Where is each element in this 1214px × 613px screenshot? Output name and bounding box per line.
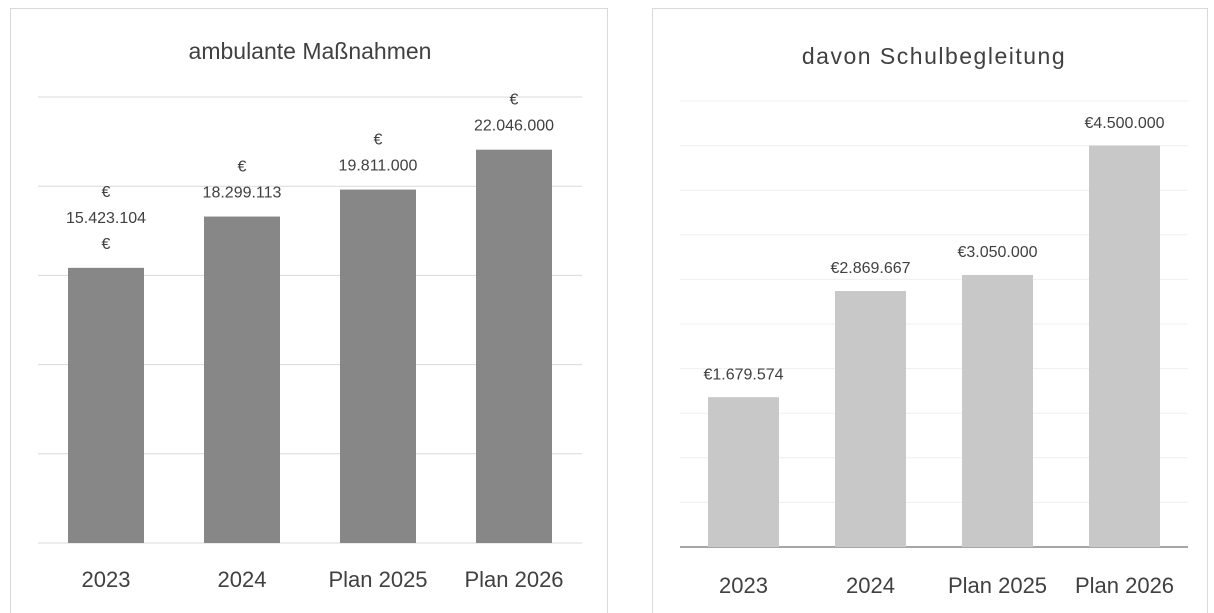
data-label: €19.811.000 [339, 132, 418, 175]
x-tick-label: 2024 [846, 573, 895, 598]
x-tick-label: Plan 2026 [464, 567, 563, 592]
x-tick-label: Plan 2025 [328, 567, 427, 592]
bar [835, 291, 906, 547]
data-label: €2.869.667 [830, 260, 910, 277]
data-label: €1.679.574 [703, 366, 783, 383]
bar [204, 216, 280, 543]
x-tick-label: 2024 [218, 567, 267, 592]
data-label: €18.299.113 [203, 159, 282, 202]
data-label: €4.500.000 [1084, 115, 1164, 132]
data-label: €3.050.000 [957, 244, 1037, 261]
chart-title: ambulante Maßnahmen [189, 38, 432, 64]
x-tick-label: 2023 [82, 567, 131, 592]
data-label: €15.423.104 € [66, 184, 146, 253]
bar [962, 274, 1033, 547]
x-tick-label: 2023 [719, 573, 768, 598]
chart-title: davon Schulbegleitung [802, 43, 1066, 69]
data-label: €22.046.000 [474, 92, 554, 135]
x-tick-label: Plan 2026 [1075, 573, 1174, 598]
x-tick-label: Plan 2025 [948, 573, 1047, 598]
bar [1089, 145, 1160, 547]
bar [340, 189, 416, 543]
bar [708, 397, 779, 547]
bar [476, 149, 552, 544]
bar [68, 267, 144, 543]
